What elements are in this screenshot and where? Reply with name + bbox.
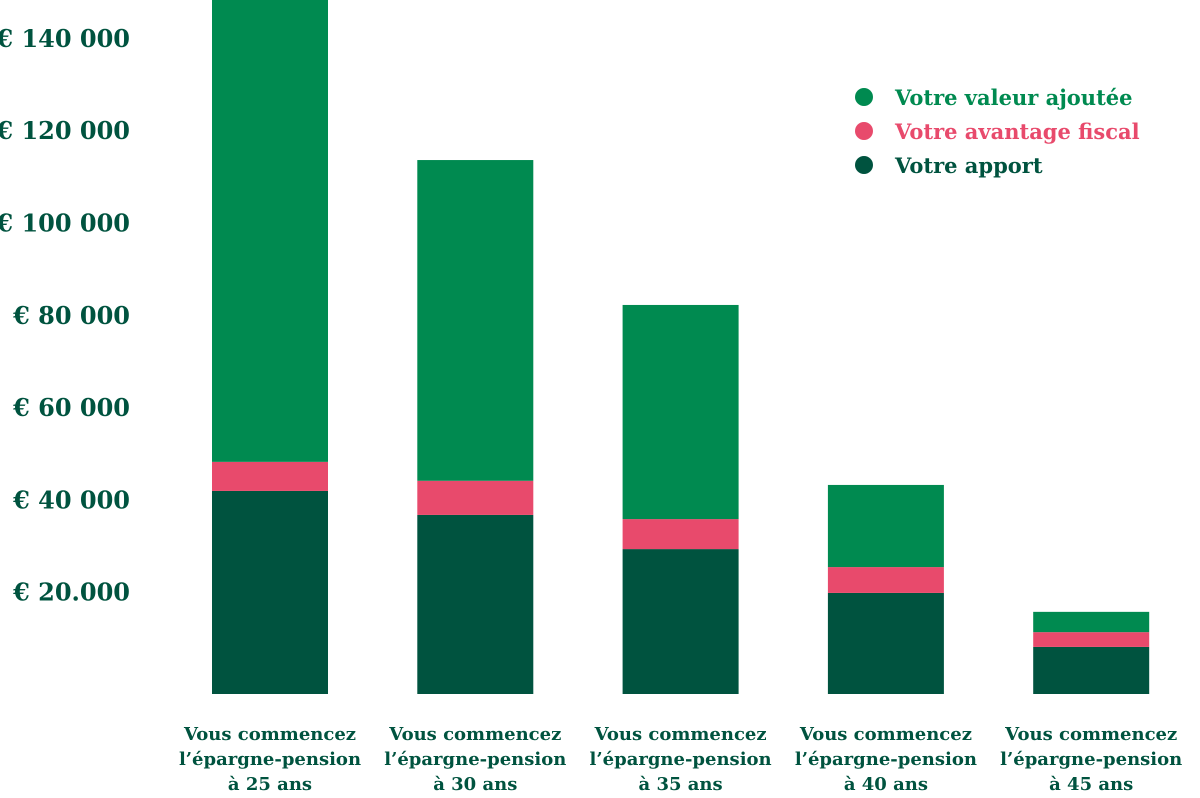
bar-segment-votre-apport-2 (622, 549, 739, 694)
bar-segment-votre-avantage-fiscal-4 (1033, 632, 1150, 647)
bar-segment-votre-avantage-fiscal-3 (827, 567, 944, 593)
y-axis-labels: € 20.000 € 40 000 € 60 000 € 80 000 € 100 00… (0, 24, 130, 607)
x-tick-label: Vous commencez (799, 724, 972, 745)
x-tick-label: l’épargne-pension (795, 749, 977, 770)
x-tick-label: Vous commencez (388, 724, 561, 745)
x-tick-label: l’épargne-pension (1000, 749, 1182, 770)
bar-segment-votre-valeur-ajout-e-3 (827, 484, 944, 568)
bar-segment-votre-valeur-ajout-e-2 (622, 304, 739, 520)
x-tick-label: à 45 ans (1049, 774, 1133, 795)
bar-segment-votre-avantage-fiscal-1 (417, 480, 534, 515)
bar-segment-votre-avantage-fiscal-0 (212, 461, 328, 491)
bar-segment-votre-apport-4 (1033, 646, 1150, 694)
y-tick-label: € 40 000 (12, 485, 130, 514)
x-tick-label: à 40 ans (844, 774, 928, 795)
y-tick-label: € 120 000 (0, 116, 130, 145)
bar-segment-votre-apport-0 (212, 490, 328, 694)
bar-segment-votre-valeur-ajout-e-4 (1033, 611, 1150, 633)
x-tick-label: Vous commencez (183, 724, 356, 745)
legend-marker-icon (855, 156, 873, 174)
legend: Votre valeur ajoutée Votre avantage fisca… (855, 85, 1140, 178)
x-tick-label: à 25 ans (228, 774, 312, 795)
legend-marker-icon (855, 88, 873, 106)
y-tick-label: € 80 000 (12, 301, 130, 330)
y-tick-label: € 20.000 (12, 578, 130, 607)
bar-segment-votre-apport-1 (417, 514, 534, 694)
y-tick-label: € 60 000 (12, 393, 130, 422)
bars-group (212, 0, 1150, 694)
bar-segment-votre-valeur-ajout-e-0 (212, 0, 328, 462)
x-tick-label: à 35 ans (639, 774, 723, 795)
legend-label: Votre apport (894, 153, 1043, 178)
x-tick-label: l’épargne-pension (384, 749, 566, 770)
x-tick-label: l’épargne-pension (590, 749, 772, 770)
legend-label: Votre valeur ajoutée (894, 85, 1133, 110)
bar-segment-votre-apport-3 (827, 592, 944, 694)
bar-segment-votre-avantage-fiscal-2 (622, 519, 739, 550)
x-axis-labels: Vous commencez l’épargne-pension à 25 ans V… (179, 724, 1182, 795)
x-tick-label: l’épargne-pension (179, 749, 361, 770)
bar-segment-votre-valeur-ajout-e-1 (417, 160, 534, 481)
x-tick-label: Vous commencez (1004, 724, 1177, 745)
y-tick-label: € 100 000 (0, 209, 130, 238)
x-tick-label: Vous commencez (594, 724, 767, 745)
y-tick-label: € 140 000 (0, 24, 130, 53)
legend-label: Votre avantage fiscal (894, 119, 1140, 144)
legend-marker-icon (855, 122, 873, 140)
x-tick-label: à 30 ans (433, 774, 517, 795)
